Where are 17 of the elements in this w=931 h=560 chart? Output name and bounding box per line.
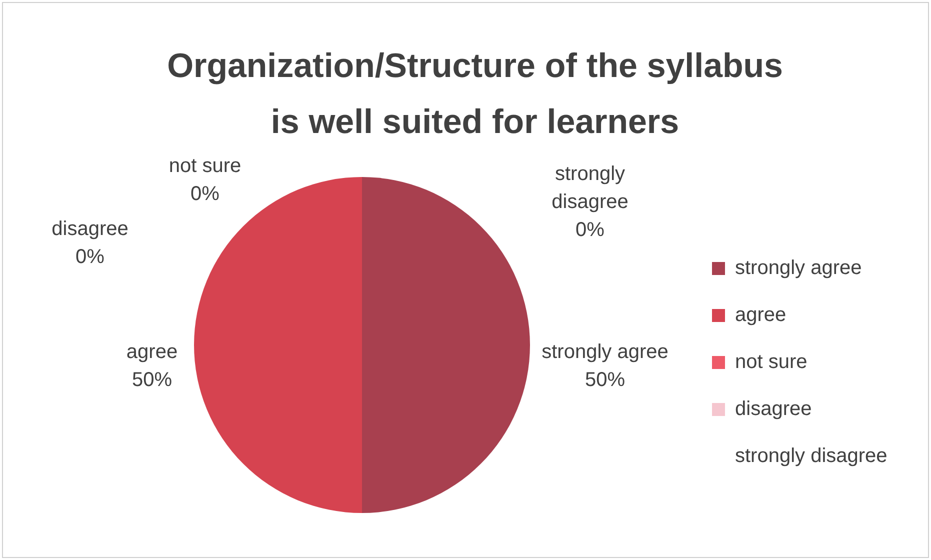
- legend-label: agree: [735, 303, 786, 328]
- pie-slice: [362, 177, 530, 513]
- chart-title: Organization/Structure of the syllabus is well suited for learners: [166, 46, 784, 143]
- text: 0%: [576, 219, 604, 241]
- category-label: not sure: [168, 155, 242, 177]
- legend-label: disagree: [735, 397, 812, 422]
- text: 0%: [76, 246, 104, 268]
- category-label: disagree: [52, 218, 128, 240]
- data-label: 50%: [130, 368, 174, 393]
- legend-label: not sure: [735, 350, 808, 375]
- category-label: strongly disagree: [735, 445, 888, 467]
- category-label: strongly disagree: [552, 163, 628, 213]
- slice-label: agree: [125, 340, 179, 365]
- data-label: 50%: [584, 368, 626, 393]
- text: 0%: [190, 183, 220, 205]
- legend-label: strongly agree: [735, 256, 862, 281]
- slice-label: strongly agree: [540, 340, 670, 365]
